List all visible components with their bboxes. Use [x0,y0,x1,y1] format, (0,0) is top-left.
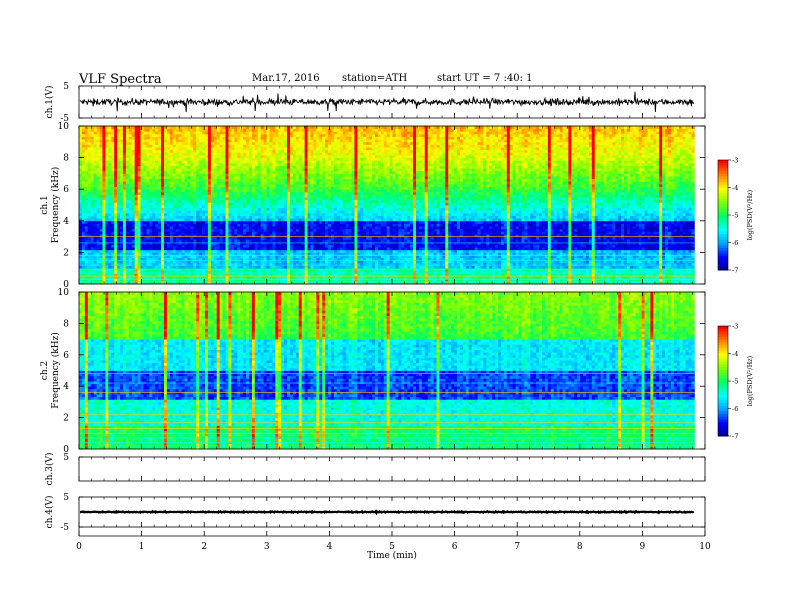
y-tick-label: 10 [58,288,70,298]
date-label: Mar.17, 2016 [252,73,320,84]
x-tick-label: 6 [452,542,458,552]
start-time-label: start UT = 7 :40: 1 [437,73,532,84]
y-tick-label: 8 [63,154,69,164]
y-tick-label: 0 [63,445,69,455]
y-tick-label: 2 [63,248,69,258]
colorbar-tick-label: -3 [732,157,738,165]
ch1_spectrogram-image [79,126,695,285]
y-tick-label: -5 [60,114,69,124]
time-ticks [78,497,706,527]
x-tick-label: 0 [76,542,82,552]
ch4_waveform-trace [79,509,695,516]
ch2_spectrogram-panel: 0 2 4 6 8 10 ch.2 Frequency (kHz) -3 -4 -5 -6 -7 log(… [40,288,754,455]
time-ticks [78,126,706,284]
y-tick-label: -5 [60,523,69,533]
colorbar-tick-label: -7 [732,267,738,275]
ch2_spectrogram-ylabel-frequency: Frequency (kHz) [50,332,61,409]
ch1_waveform-trace [79,91,695,113]
y-tick-label: 5 [63,82,69,92]
y-tick-label: 4 [63,217,69,227]
colorbar-tick-label: -3 [732,323,738,331]
colorbar-tick-label: -4 [732,350,738,358]
ch4_waveform-ylabel: ch.4(V) [44,496,55,529]
colorbar-tick-label: -5 [732,212,738,220]
y-tick-label: 2 [63,414,69,424]
colorbar-tick-label: -7 [732,433,738,441]
colorbar-tick-label: -6 [732,239,738,247]
time-ticks [78,457,706,481]
ch1_spectrogram-panel: 0 2 4 6 8 10 ch.1 Frequency (kHz) -3 -4 -5 -6 -7 log(… [40,122,754,290]
x-tick-label: 7 [514,542,520,552]
ch1_spectrogram-ylabel-frequency: Frequency (kHz) [50,167,61,244]
y-tick-label: 6 [63,185,69,195]
colorbar-tick-label: -6 [732,405,738,413]
y-tick-label: 6 [63,351,69,361]
colorbar-tick-label: -5 [732,378,738,386]
x-tick-label: 5 [389,542,395,552]
ch2_spectrogram-colorbar: -3 -4 -5 -6 -7 log(PSD(V²/Hz) [717,323,754,441]
station-label: station=ATH [342,73,407,84]
colorbar-tick-label: -4 [732,184,738,192]
y-tick-label: 5 [63,453,69,463]
ch3_waveform-panel: 5 ch.3(V) [44,453,706,486]
x-tick-label: 2 [201,542,207,552]
ch1_spectrogram-colorbar: -3 -4 -5 -6 -7 log(PSD(V²/Hz) [717,157,754,275]
ch1_waveform-ylabel: ch.1(V) [44,86,55,119]
x-tick-label: 10 [699,542,711,552]
time-ticks [78,86,706,118]
x-axis-label: Time (min) [367,550,417,561]
x-tick-label: 1 [139,542,145,552]
time-ticks [78,292,706,449]
y-tick-label: 5 [63,493,69,503]
x-tick-label: 9 [640,542,646,552]
figure-title: VLF Spectra [79,72,162,87]
ch2_spectrogram-image [79,292,695,450]
x-tick-label: 8 [577,542,583,552]
x-tick-label: 3 [264,542,270,552]
ch4_waveform-panel: 5 -5 ch.4(V) [44,493,706,533]
ch1_waveform-panel: 5 -5 ch.1(V) [44,82,706,124]
colorbar-label: log(PSD(V²/Hz) [746,189,754,240]
y-tick-label: 0 [63,280,69,290]
x-tick-label: 4 [327,542,333,552]
colorbar-label: log(PSD(V²/Hz) [746,355,754,406]
y-tick-label: 4 [63,382,69,392]
y-tick-label: 10 [58,122,70,132]
ch2_spectrogram-ylabel-channel: ch.2 [40,361,50,380]
y-tick-label: 8 [63,319,69,329]
ch3_waveform-ylabel: ch.3(V) [44,453,55,486]
ch1_spectrogram-ylabel-channel: ch.1 [40,195,50,214]
